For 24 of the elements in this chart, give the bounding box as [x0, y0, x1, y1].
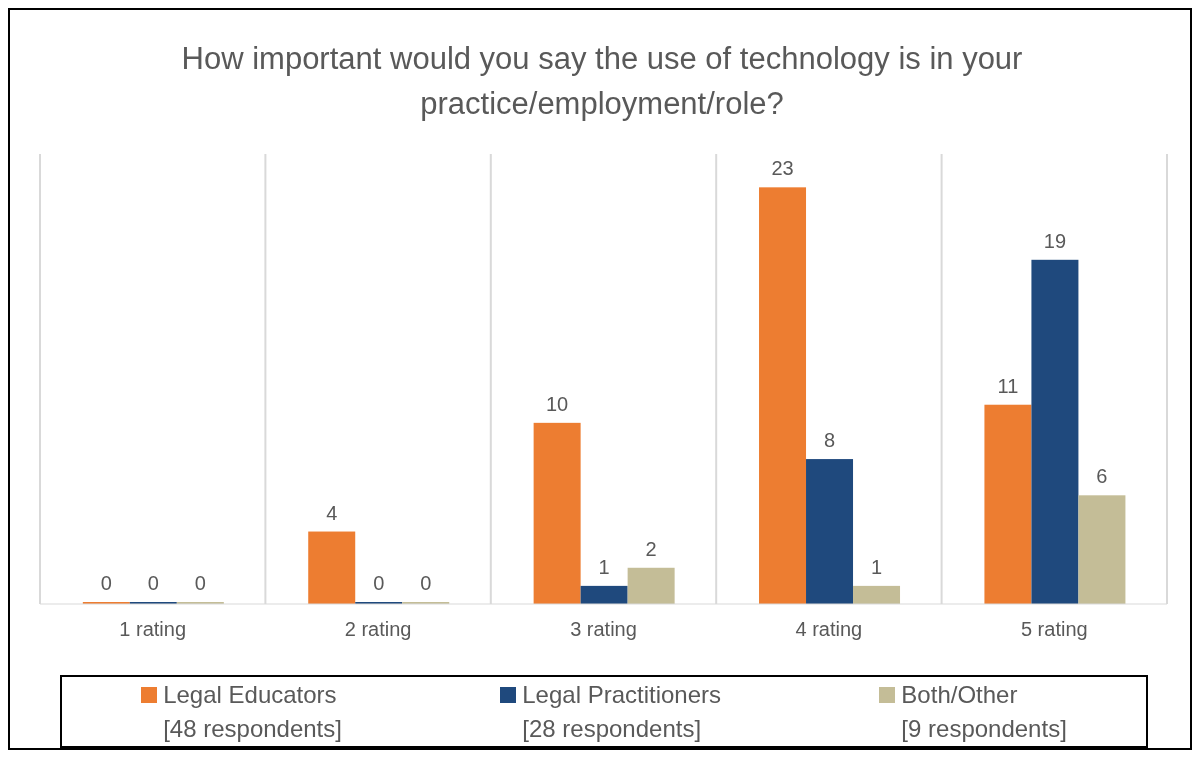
data-label: 1 — [598, 555, 610, 578]
legend-label: Legal Practitioners [28 respondents] — [522, 679, 722, 744]
chart-title: How important would you say the use of technology is in your practice/employment/role? — [180, 40, 1024, 123]
data-label: 19 — [1043, 229, 1067, 252]
data-label: 6 — [1096, 465, 1108, 488]
data-label: 0 — [373, 572, 385, 594]
legend-label: Both/Other [9 respondents] — [901, 679, 1067, 744]
x-tick-label: 1 rating — [119, 618, 187, 640]
data-label: 8 — [823, 429, 836, 452]
data-label: 0 — [420, 572, 432, 594]
data-label: 4 — [326, 501, 338, 524]
x-tick-label: 3 rating — [570, 618, 637, 640]
data-label: 1 — [870, 555, 883, 578]
data-label: 0 — [194, 572, 206, 594]
data-label: 2 — [645, 537, 657, 560]
legend-label: Legal Educators [48 respondents] — [163, 679, 342, 744]
x-tick-label: 5 rating — [1020, 618, 1088, 640]
data-label: 11 — [997, 374, 1019, 397]
data-label: 0 — [147, 572, 159, 594]
data-label: 0 — [100, 572, 112, 594]
x-tick-label: 4 rating — [795, 618, 863, 640]
data-label: 10 — [546, 392, 569, 415]
x-tick-label: 2 rating — [344, 618, 412, 640]
data-label: 23 — [771, 157, 794, 180]
